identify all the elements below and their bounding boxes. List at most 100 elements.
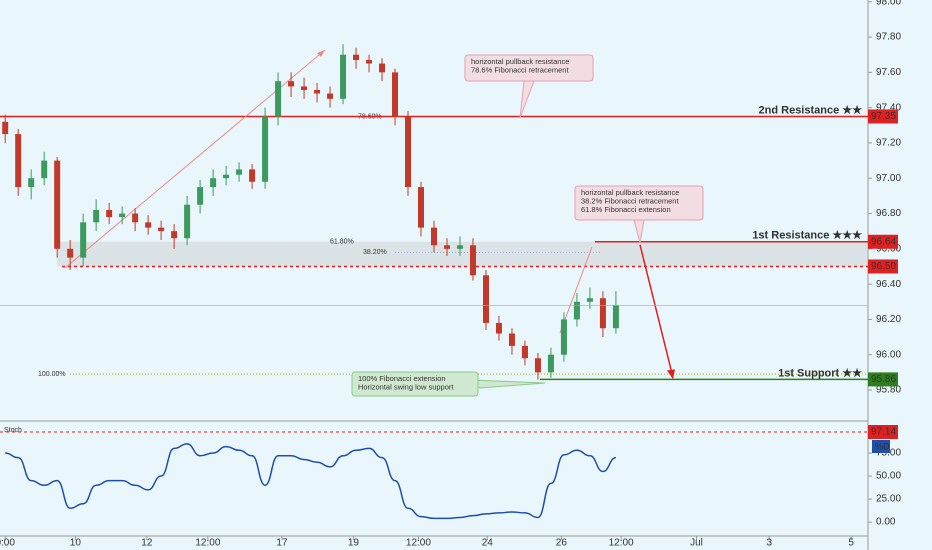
candle-body <box>418 187 425 228</box>
callout-text: horizontal pullback resistance <box>471 57 569 66</box>
candle-body <box>67 248 74 258</box>
x-tick-label: 26 <box>556 538 568 549</box>
y-tick-label: 96.40 <box>876 279 901 290</box>
candle-body <box>599 298 606 329</box>
stoch-level-badge <box>868 425 898 439</box>
y-tick-label: 97.60 <box>876 67 901 78</box>
candle-body <box>405 116 412 188</box>
x-tick-label: 12 <box>141 538 153 549</box>
y-tick-label: 97.80 <box>876 32 901 43</box>
level-value: 96.50 <box>871 261 896 272</box>
candle-body <box>379 63 386 73</box>
callout-box <box>574 185 704 221</box>
fib-label: 100.00% <box>38 371 66 378</box>
y-tick-label: 97.20 <box>876 138 901 149</box>
y-tick-label: 98.00 <box>876 0 901 7</box>
candle-body <box>41 160 48 179</box>
level-name: 1st Support ★★ <box>778 367 862 379</box>
candle-body <box>392 72 399 117</box>
y-tick-label: 96.20 <box>876 314 901 325</box>
x-tick-label: 17 <box>276 538 288 549</box>
x-tick-label: 3 <box>766 538 772 549</box>
candle-body <box>2 121 9 135</box>
x-tick-label: 24 <box>482 538 494 549</box>
candle-body <box>573 301 580 320</box>
level-value: 96.64 <box>871 236 896 247</box>
callout-text: 61.8% Fibonacci extension <box>581 205 671 214</box>
stoch-line <box>5 443 617 520</box>
candle-body <box>443 245 450 249</box>
candle-body <box>106 210 113 218</box>
candle-body <box>197 187 204 205</box>
candle-body <box>327 93 334 99</box>
candle-body <box>249 169 256 182</box>
candle-body <box>560 319 567 355</box>
fib-label: 61.80% <box>330 239 354 246</box>
stoch-tick-label: 0.00 <box>876 517 896 528</box>
candle-body <box>15 134 22 188</box>
x-tick-label: 12:00 <box>609 538 634 549</box>
level-name: 2nd Resistance ★★ <box>759 104 863 116</box>
candle-body <box>145 222 152 228</box>
stoch-tick-label: 50.00 <box>876 471 901 482</box>
arrow-head <box>667 369 675 380</box>
level-value: 97.35 <box>871 111 896 122</box>
candle-body <box>288 81 295 87</box>
candle-body <box>456 245 463 249</box>
x-tick-label: 5 <box>848 538 854 549</box>
candle-body <box>93 210 100 223</box>
y-tick-label: 97.40 <box>876 102 901 113</box>
candle-body <box>314 90 321 94</box>
stoch-name: Stoch <box>4 427 22 434</box>
callout-box <box>464 54 594 82</box>
stoch-tick-label: 25.00 <box>876 494 901 505</box>
callout-text: 100% Fibonacci extension <box>358 374 446 383</box>
candle-body <box>301 86 308 90</box>
candle-body <box>262 116 269 182</box>
candle-body <box>236 169 243 175</box>
candle-body <box>431 227 437 246</box>
level-value: 95.86 <box>871 374 896 385</box>
candle-body <box>482 275 489 323</box>
candle-body <box>612 305 619 329</box>
candle-body <box>469 245 476 276</box>
candle-body <box>340 54 347 99</box>
candle-body <box>132 213 139 223</box>
level-badge <box>868 372 898 387</box>
candle-body <box>184 204 191 239</box>
callout-text: 38.2% Fibonacci retracement <box>581 196 679 205</box>
stoch-series-label: %D <box>875 441 890 451</box>
y-tick-label: 96.00 <box>876 349 901 360</box>
fib-label: 38.20% <box>363 249 387 256</box>
candle-body <box>223 174 230 179</box>
candle-body <box>210 178 217 188</box>
callout-box <box>351 371 479 397</box>
candle-body <box>54 160 61 249</box>
candle-body <box>495 322 502 334</box>
candle-body <box>547 354 554 373</box>
level-badge <box>868 259 898 274</box>
level-badge <box>868 234 898 249</box>
y-tick-label: 96.80 <box>876 208 901 219</box>
x-tick-label: 19 <box>348 538 360 549</box>
candle-body <box>366 60 373 64</box>
x-tick-label: 12:00 <box>195 538 220 549</box>
stoch-tick-label: 75.00 <box>876 448 901 459</box>
y-tick-label: 95.80 <box>876 385 901 396</box>
candle-body <box>353 54 360 60</box>
stoch-level-label: 97.14 <box>871 427 896 438</box>
candle-body <box>80 222 87 258</box>
y-tick-label: 96.60 <box>876 243 901 254</box>
candle-body <box>508 333 515 346</box>
candle-body <box>158 227 165 232</box>
x-tick-label: Jul <box>690 538 703 549</box>
callout-text: horizontal pullback resistance <box>581 188 679 197</box>
candle-body <box>275 81 282 117</box>
candle-body <box>521 345 528 359</box>
target-arrow <box>639 244 674 378</box>
y-tick-label: 97.00 <box>876 173 901 184</box>
trend-arrow <box>64 49 326 269</box>
callout-text: 78.6% Fibonacci retracement <box>471 65 569 74</box>
